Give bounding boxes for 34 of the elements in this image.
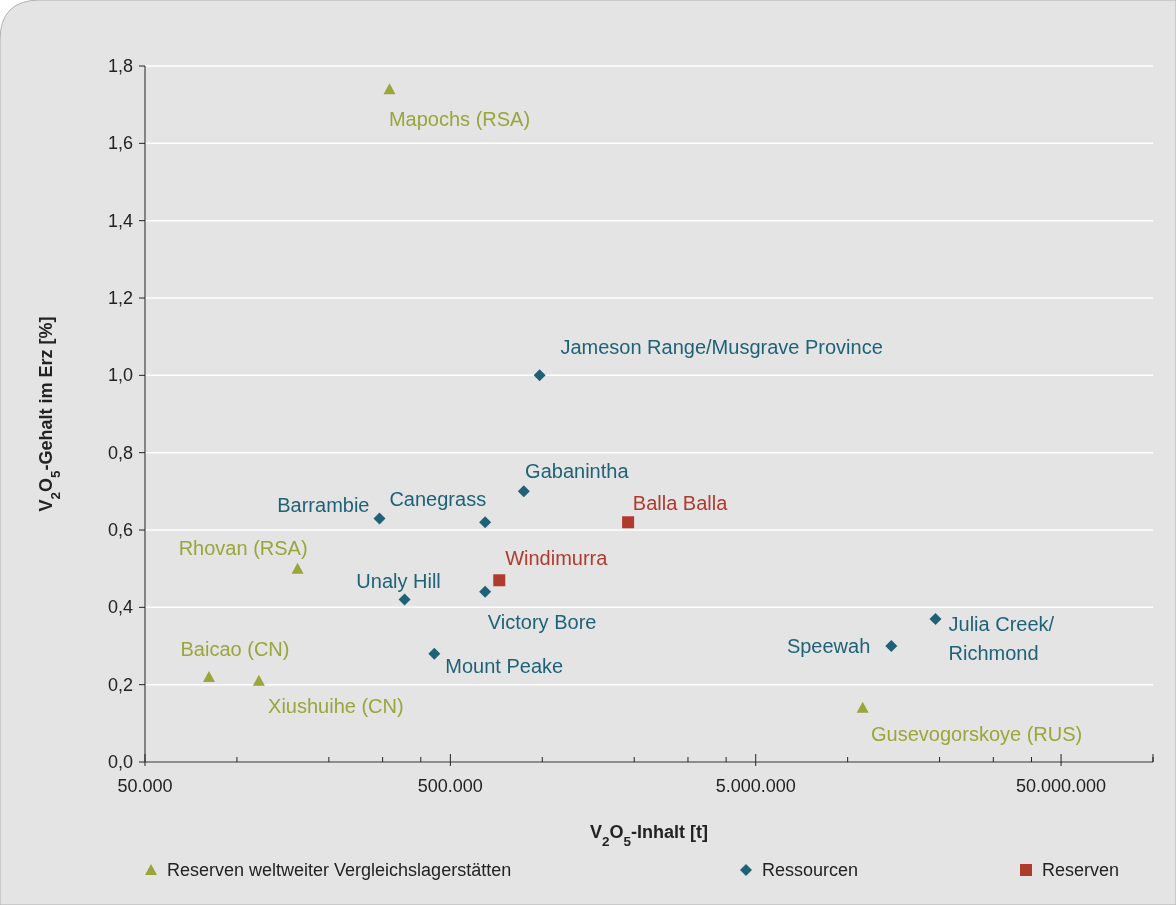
annotation: Windimurra — [505, 547, 609, 570]
x-tick-label: 50.000.000 — [1016, 776, 1107, 796]
x-tick-label: 5.000.000 — [715, 776, 796, 796]
annotation: Baicao (CN) — [180, 637, 290, 660]
x-axis-title: V$_{2}$O$_{5}$-Inhalt [t] — [589, 822, 709, 849]
annotation: Gusevogorskoye (RUS) — [871, 722, 1083, 745]
y-tick-label: 0,4 — [107, 597, 133, 618]
y-tick-label: 0,6 — [107, 520, 133, 540]
annotation: Speewah — [786, 635, 871, 657]
annotation: Jameson Range/Musgrave Province — [560, 336, 883, 359]
annotation: Victory Bore — [487, 610, 597, 633]
annotation: Barrambie — [277, 494, 370, 517]
annotation: Gabanintha — [525, 460, 630, 483]
legend-label: Ressourcen — [762, 860, 859, 880]
y-tick-label: 1,8 — [107, 56, 133, 76]
annotation: Mapochs (RSA) — [388, 108, 531, 131]
y-tick-label: 1,2 — [107, 288, 133, 308]
y-tick-label: 0,8 — [107, 442, 133, 463]
annotation: Balla Balla — [632, 492, 729, 515]
annotation: Xiushuihe (CN) — [268, 694, 404, 717]
annotation: Mount Peake — [445, 654, 564, 677]
legend-label: Reserven weltweiter Vergleichslagerstätten — [167, 860, 512, 880]
annotation: Canegrass — [389, 488, 487, 511]
annotation: Rhovan (RSA) — [178, 536, 308, 559]
legend-label: Reserven — [1042, 860, 1120, 880]
x-tick-label: 50.000 — [117, 776, 173, 796]
x-tick-label: 500.000 — [417, 776, 483, 796]
annotation: Julia Creek/ Richmond — [948, 612, 1055, 664]
y-tick-label: 1,6 — [107, 133, 133, 154]
annotation: Unaly Hill — [356, 569, 441, 592]
y-tick-label: 1,4 — [107, 210, 133, 231]
y-tick-label: 1,0 — [107, 365, 133, 386]
y-tick-label: 0,0 — [107, 752, 133, 772]
y-tick-label: 0,2 — [107, 674, 133, 695]
